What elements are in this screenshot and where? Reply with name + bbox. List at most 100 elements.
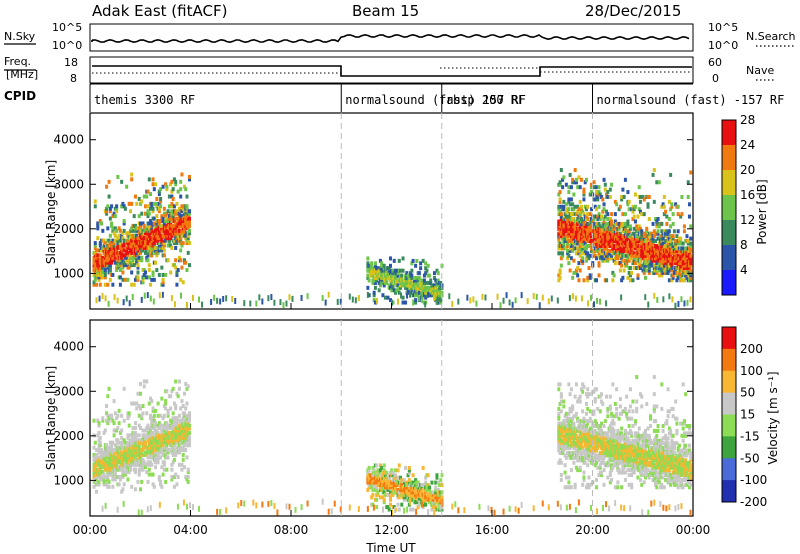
data-cell [422, 280, 426, 285]
data-cell [157, 192, 161, 197]
data-cell [126, 416, 130, 421]
data-cell [138, 426, 142, 431]
data-cell [105, 211, 109, 216]
data-cell [136, 263, 140, 268]
data-cell [145, 462, 149, 467]
data-cell [175, 391, 179, 396]
data-cell [140, 413, 144, 418]
data-cell [623, 221, 627, 226]
data-cell [562, 399, 566, 404]
data-cell [589, 426, 593, 431]
data-cell [108, 263, 112, 268]
data-cell [113, 472, 117, 477]
data-cell [582, 197, 586, 202]
data-cell [414, 263, 418, 268]
data-cell [559, 263, 563, 268]
data-cell [466, 294, 469, 301]
nsky-tick-high: 10^5 [52, 21, 82, 34]
data-cell [623, 177, 627, 182]
data-cell [382, 463, 386, 468]
data-cell [161, 443, 165, 448]
data-cell [626, 251, 630, 256]
data-cell [93, 245, 97, 250]
data-cell [579, 217, 583, 222]
data-cell [581, 251, 585, 256]
data-cell [646, 202, 650, 207]
data-cell [574, 212, 578, 217]
data-cell [373, 280, 377, 285]
data-cell [598, 424, 602, 429]
data-cell [437, 483, 441, 488]
data-cell [149, 219, 153, 224]
data-cell [132, 214, 136, 219]
data-cell [592, 389, 596, 394]
data-cell [165, 211, 169, 216]
data-cell [151, 450, 155, 455]
data-cell [122, 243, 126, 248]
data-cell [566, 256, 570, 261]
data-cell [606, 406, 610, 411]
data-cell [174, 265, 178, 270]
data-cell [595, 192, 599, 197]
data-cell [324, 299, 327, 306]
data-cell [386, 271, 390, 276]
data-cell [596, 465, 600, 470]
data-cell [573, 441, 577, 446]
data-cell [610, 221, 614, 226]
data-cell [626, 219, 630, 224]
data-cell [620, 263, 624, 268]
data-cell [586, 463, 590, 468]
data-cell [436, 480, 440, 485]
data-cell [144, 228, 148, 233]
data-cell [162, 413, 166, 418]
data-cell [642, 270, 646, 275]
data-cell [596, 297, 599, 304]
data-cell [689, 224, 693, 229]
data-cell [130, 177, 134, 182]
data-cell [383, 268, 387, 273]
data-cell [602, 219, 606, 224]
data-cell [130, 228, 134, 233]
data-cell [127, 470, 131, 475]
data-cell [499, 302, 502, 309]
data-cell [111, 228, 115, 233]
data-cell [103, 272, 107, 277]
data-cell [170, 245, 174, 250]
data-cell [366, 266, 370, 271]
data-cell [597, 239, 601, 244]
data-cell [566, 243, 570, 248]
data-cell [559, 460, 563, 465]
data-cell [667, 263, 671, 268]
data-cell [184, 423, 188, 428]
data-cell [373, 480, 377, 485]
data-cell [150, 443, 154, 448]
data-cell [597, 251, 601, 256]
data-cell [652, 270, 656, 275]
data-cell [162, 428, 166, 433]
data-cell [440, 497, 444, 502]
data-cell [613, 231, 617, 236]
data-cell [111, 282, 115, 287]
data-cell [652, 229, 656, 234]
data-cell [145, 411, 149, 416]
data-cell [107, 479, 111, 484]
data-cell [149, 452, 153, 457]
data-cell [610, 463, 614, 468]
data-cell [655, 219, 659, 224]
data-cell [674, 243, 678, 248]
data-cell [106, 475, 110, 480]
data-cell [141, 467, 145, 472]
data-cell [149, 238, 153, 243]
data-cell [559, 217, 563, 222]
data-cell [603, 182, 607, 187]
data-cell [574, 219, 578, 224]
data-cell [644, 256, 648, 261]
data-cell [638, 226, 642, 231]
data-cell [161, 452, 165, 457]
colorbar-segment [722, 195, 736, 221]
data-cell [642, 266, 646, 271]
data-cell [414, 293, 418, 298]
data-cell [618, 261, 622, 266]
data-cell [502, 297, 505, 304]
data-cell [650, 263, 654, 268]
